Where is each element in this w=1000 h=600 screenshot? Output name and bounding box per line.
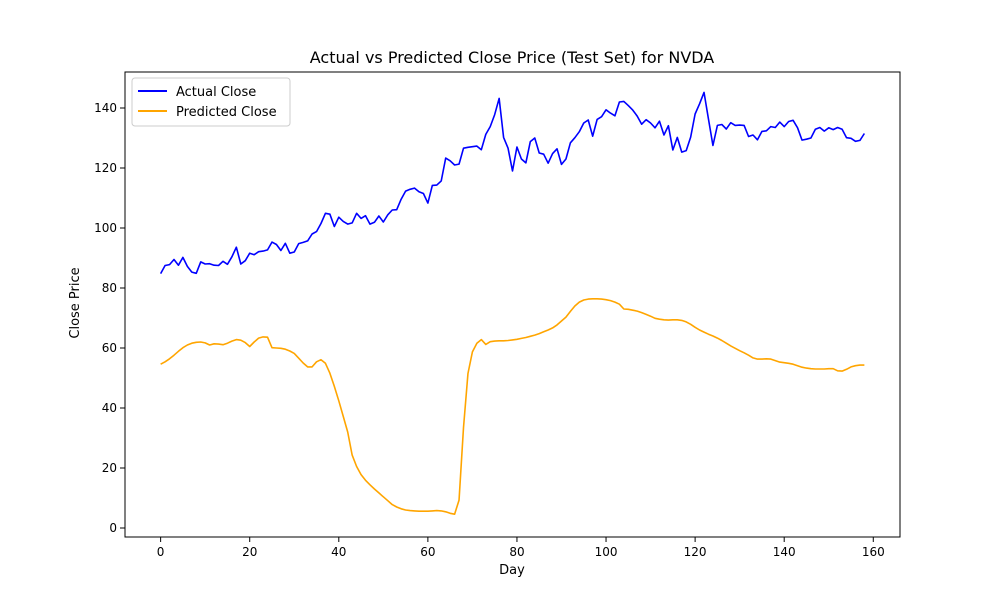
y-tick-label: 120 xyxy=(94,161,117,175)
legend-label-predicted-close: Predicted Close xyxy=(176,105,277,120)
x-tick-label: 60 xyxy=(420,545,435,559)
x-tick-label: 120 xyxy=(684,545,707,559)
y-tick-label: 100 xyxy=(94,221,117,235)
y-tick-label: 140 xyxy=(94,101,117,115)
x-tick-label: 40 xyxy=(331,545,346,559)
legend-box xyxy=(131,77,291,127)
x-tick-label: 100 xyxy=(595,545,618,559)
x-axis-label: Day xyxy=(499,563,525,578)
x-tick-label: 80 xyxy=(509,545,524,559)
y-axis-ticks: 0 20 40 60 80 100 120 140 xyxy=(94,101,125,535)
x-axis-ticks: 0 20 40 60 80 100 120 140 160 xyxy=(157,537,885,559)
series-layer xyxy=(159,91,866,516)
series-line-predicted-close xyxy=(160,297,865,516)
y-tick-label: 40 xyxy=(102,401,117,415)
plot-frame xyxy=(124,71,901,538)
y-tick-label: 80 xyxy=(102,281,117,295)
legend: Actual Close Predicted Close xyxy=(131,77,291,127)
y-tick-label: 60 xyxy=(102,341,117,355)
x-tick-label: 140 xyxy=(773,545,796,559)
legend-label-actual-close: Actual Close xyxy=(176,85,256,100)
x-tick-label: 20 xyxy=(242,545,257,559)
y-tick-label: 20 xyxy=(102,461,117,475)
y-axis-label: Close Price xyxy=(68,267,83,338)
x-tick-label: 160 xyxy=(862,545,885,559)
x-tick-label: 0 xyxy=(157,545,165,559)
y-tick-label: 0 xyxy=(109,521,117,535)
chart-title: Actual vs Predicted Close Price (Test Se… xyxy=(310,48,715,67)
series-line-actual-close xyxy=(159,91,866,275)
